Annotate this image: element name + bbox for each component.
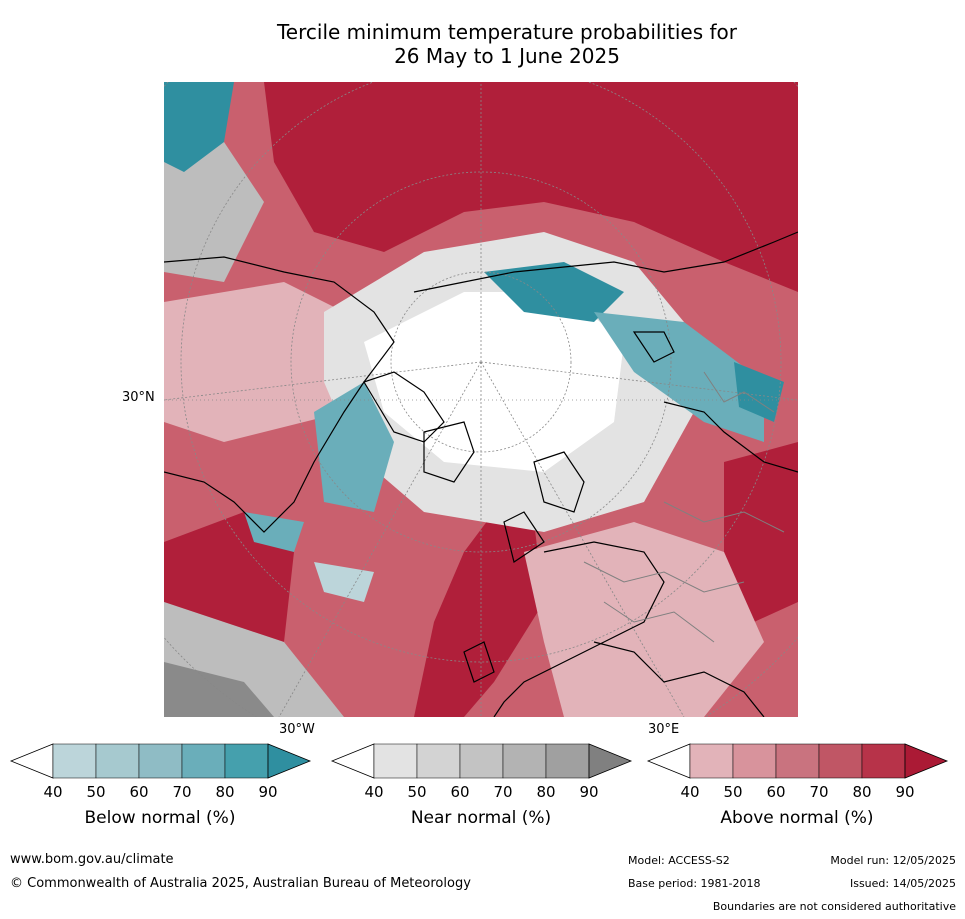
model-name: Model: ACCESS-S2 [628,854,730,867]
region-above-atlantic [414,512,544,717]
region-above-west [164,512,294,642]
latitude-label-30n: 30°N [122,390,155,405]
boundaries-disclaimer: Boundaries are not considered authoritat… [712,900,956,913]
colorbar-bin [181,743,226,779]
tick-label: 40 [364,783,384,801]
region-below-small [314,562,374,602]
colorbar-bin [502,743,547,779]
copyright-notice: © Commonwealth of Australia 2025, Austra… [10,876,471,891]
colorbar-extension-high [588,743,633,779]
colorbar-below-title: Below normal (%) [84,808,236,828]
region-below-asia-strong [734,362,784,422]
colorbar-extension-high [267,743,312,779]
issued-date: Issued: 14/05/2025 [849,877,956,890]
colorbar-below-graphic [9,743,312,779]
tick-label: 60 [450,783,470,801]
colorbar-near-graphic [330,743,633,779]
tick-label: 80 [852,783,872,801]
region-below-atlantic [244,512,304,552]
colorbar-above-graphic [646,743,949,779]
probability-map [164,82,798,717]
colorbar-near [330,743,633,779]
tick-label: 40 [680,783,700,801]
region-near-northwest [164,142,264,282]
tick-label: 90 [258,783,278,801]
tick-label: 50 [407,783,427,801]
colorbar-extension-low [646,743,691,779]
coastlines [164,231,798,717]
tick-label: 70 [493,783,513,801]
colorbar-bin [373,743,418,779]
region-below-canada [314,382,394,512]
tick-label: 70 [172,783,192,801]
colorbar-bin [138,743,183,779]
colorbar-below [9,743,312,779]
map-title: Tercile minimum temperature probabilitie… [0,20,965,68]
region-below-north-pacific [164,82,234,172]
borders [583,371,785,643]
tick-label: 60 [129,783,149,801]
tick-label: 80 [215,783,235,801]
tick-label: 80 [536,783,556,801]
colorbar-above [646,743,949,779]
model-run-date: Model run: 12/05/2025 [830,854,956,867]
colorbar-bin [818,743,863,779]
graticule [164,82,798,717]
colorbar-near-title: Near normal (%) [410,808,552,828]
colorbar-above-title: Above normal (%) [720,808,874,828]
base-period: Base period: 1981-2018 [628,877,761,890]
region-neutral-pole [364,292,624,472]
colorbar-extension-low [9,743,54,779]
colorbar-bin [689,743,734,779]
colorbar-bin [545,743,590,779]
map-canvas [164,82,798,717]
tick-label: 70 [809,783,829,801]
colorbar-bin [861,743,906,779]
website-link[interactable]: www.bom.gov.au/climate [10,852,174,867]
colorbar-bin [416,743,461,779]
tick-label: 90 [579,783,599,801]
tick-label: 50 [723,783,743,801]
colorbar-bin [775,743,820,779]
region-above-north-america [164,282,364,442]
colorbar-bin [224,743,269,779]
colorbar-bin [459,743,504,779]
region-below-asia [594,312,764,442]
region-above-east [724,442,798,622]
colorbar-bin [95,743,140,779]
colorbar-extension-low [330,743,375,779]
title-line-2: 26 May to 1 June 2025 [394,44,620,68]
colorbar-extension-high [904,743,949,779]
region-below-siberia-coast [484,262,624,322]
tick-label: 40 [43,783,63,801]
tick-label: 90 [895,783,915,801]
colorbar-bin [52,743,97,779]
region-above-north-pacific [264,82,798,292]
longitude-label-30w: 30°W [279,722,315,737]
region-near-southwest-dark [164,662,274,717]
colorbar-bin [732,743,777,779]
tick-label: 50 [86,783,106,801]
title-line-1: Tercile minimum temperature probabilitie… [276,20,738,44]
tick-label: 60 [766,783,786,801]
longitude-label-30e: 30°E [648,722,680,737]
